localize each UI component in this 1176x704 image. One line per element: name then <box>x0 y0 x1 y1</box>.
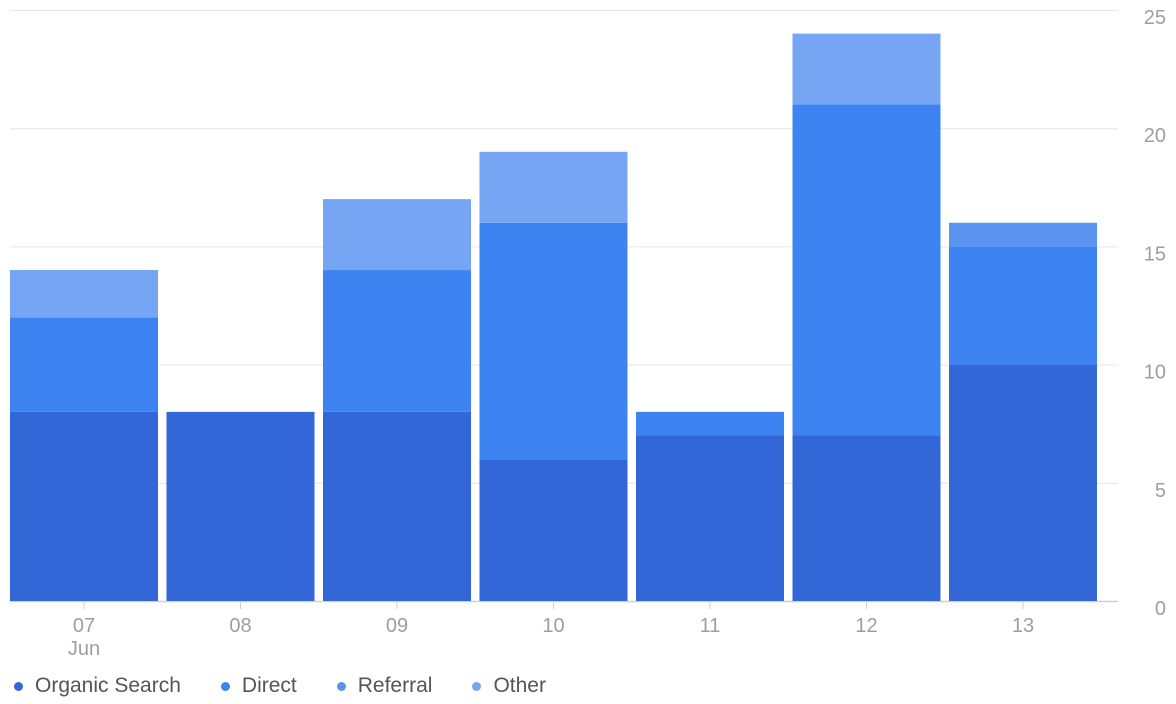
legend-label: Direct <box>241 674 297 697</box>
bar-segment-direct <box>323 270 471 412</box>
bar-segment-other <box>10 270 158 318</box>
legend-dot-icon <box>220 681 230 691</box>
bars <box>10 33 1097 601</box>
y-tick-label: 0 <box>1155 598 1166 620</box>
x-tick-label: 07 <box>73 615 95 637</box>
legend-dot-icon <box>336 681 346 691</box>
bar-segment-referral <box>949 222 1097 247</box>
x-tick-label: 09 <box>386 615 408 637</box>
legend-item-direct[interactable]: Direct <box>220 674 297 698</box>
y-tick-label: 25 <box>1144 7 1166 29</box>
legend-dot-icon <box>472 681 482 691</box>
bar-segment-other <box>792 33 941 105</box>
y-tick-label: 5 <box>1155 480 1166 502</box>
y-axis-ticks: 0 5 10 15 20 25 <box>1144 7 1166 620</box>
legend-label: Referral <box>357 674 433 697</box>
bar-segment-other <box>323 199 471 271</box>
bar-segment-direct <box>949 246 1097 365</box>
x-tick-label: 11 <box>700 615 721 637</box>
bar-segment-direct <box>10 317 158 412</box>
bar-segment-organic-search <box>479 459 628 601</box>
legend-item-organic-search[interactable]: Organic Search <box>14 674 181 698</box>
bar-segment-organic-search <box>10 411 158 601</box>
y-tick-label: 10 <box>1144 362 1166 384</box>
bar-segment-direct <box>636 411 784 436</box>
x-tick-label: 10 <box>542 615 564 637</box>
legend-label: Organic Search <box>35 674 181 697</box>
bar-segment-direct <box>479 222 628 460</box>
y-tick-label: 15 <box>1144 243 1166 265</box>
x-tick-label: 13 <box>1012 615 1034 637</box>
x-tick-label: 08 <box>229 615 251 637</box>
bar-segment-organic-search <box>323 411 471 601</box>
legend-label: Other <box>493 674 546 697</box>
legend-item-referral[interactable]: Referral <box>336 674 433 698</box>
bar-segment-direct <box>792 104 941 436</box>
bar-segment-organic-search <box>636 435 784 601</box>
bar-segment-organic-search <box>949 364 1097 601</box>
bar-segment-other <box>479 151 628 223</box>
legend-item-other[interactable]: Other <box>472 674 546 698</box>
y-tick-label: 20 <box>1144 125 1166 147</box>
bar-segment-organic-search <box>166 411 315 601</box>
x-tick-label: 12 <box>855 615 877 637</box>
legend-dot-icon <box>14 681 23 691</box>
x-tick-sublabel: Jun <box>68 638 100 660</box>
bar-segment-organic-search <box>792 435 941 601</box>
legend: Organic Search Direct Referral Other <box>14 674 586 698</box>
